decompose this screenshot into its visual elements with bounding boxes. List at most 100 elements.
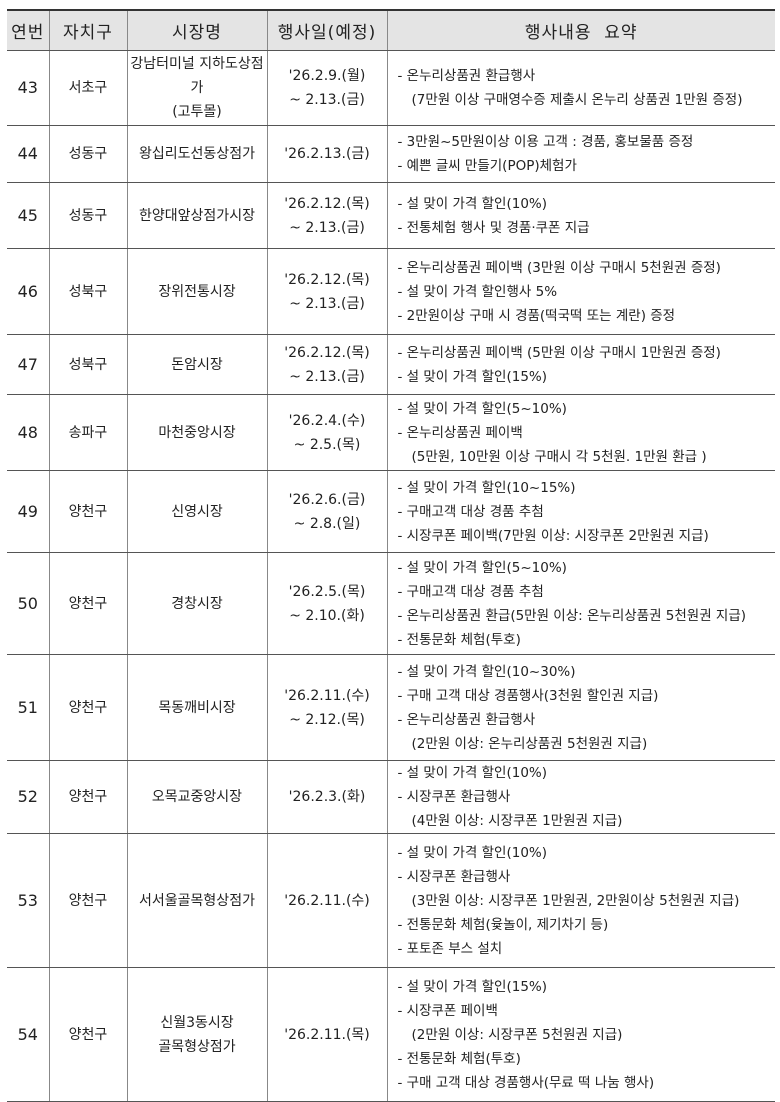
market-name-line: 강남터미널 지하도상점가 [130,56,264,96]
market-name-line: 신월3동시장 [160,1014,234,1031]
district-name: 성북구 [68,356,108,373]
summary-line: - 구매고객 대상 경품 추첨 [397,503,544,520]
event-date-line: '26.2.3.(화) [288,789,366,805]
market-name-line: 신영시장 [171,503,223,520]
cell-district: 성북구 [48,248,128,335]
summary-line: (2만원 이상: 온누리상품권 5천원권 지급) [411,735,648,752]
cell-district: 서초구 [48,50,128,126]
row-number: 53 [17,890,38,910]
cell-summary: - 설 맞이 가격 할인(5~10%) - 온누리상품권 페이백 (5만원, 10만… [386,394,775,471]
event-date-line: '26.2.4.(수) [288,412,366,429]
header-market: 시장명 [126,9,268,51]
summary-line: - 설 맞이 가격 할인(10%) [397,844,548,861]
cell-summary: - 온누리상품권 페이백 (5만원 이상 구매시 1만원권 증정) - 설 맞이 … [386,334,775,395]
header-row: 연번 자치구 시장명 행사일(예정) 행사내용 요약 [7,9,775,51]
market-name-line: (고투몰) [172,104,222,120]
summary-line: - 설 맞이 가격 할인(5~10%) [397,559,567,576]
summary-line: - 온누리상품권 페이백 (5만원 이상 구매시 1만원권 증정) [397,344,721,361]
row-number: 43 [17,78,38,97]
cell-district: 양천구 [48,967,128,1102]
event-date-line: ~ 2.10.(화) [289,607,365,624]
summary-line: (4만원 이상: 시장쿠폰 1만원권 지급) [411,813,623,829]
market-name-line: 오목교중앙시장 [151,789,243,805]
summary-line: - 설 맞이 가격 할인행사 5% [397,283,558,300]
cell-district: 양천구 [48,833,128,968]
event-date-line: '26.2.12.(목) [284,271,370,288]
cell-no: 53 [7,833,50,968]
row-number: 50 [17,593,38,613]
market-name-line: 경창시장 [171,595,223,612]
cell-summary: - 설 맞이 가격 할인(10~30%) - 구매 고객 대상 경품행사(3천원 … [386,654,775,761]
summary-line: - 설 맞이 가격 할인(10~30%) [397,663,576,680]
cell-market: 오목교중앙시장 [126,760,268,834]
summary-line: - 3만원~5만원이상 이용 고객 : 경품, 홍보물품 증정 [397,134,694,150]
cell-no: 52 [7,760,50,834]
market-name-line: 목동깨비시장 [158,699,236,716]
cell-district: 송파구 [48,394,128,471]
cell-summary: - 설 맞이 가격 할인(10%) - 시장쿠폰 환급행사 (3만원 이상: 시장쿠… [386,833,775,968]
market-name-line: 마천중앙시장 [158,424,236,441]
cell-summary: - 설 맞이 가격 할인(10~15%) - 구매고객 대상 경품 추첨 - 시장쿠… [386,470,775,553]
district-name: 성동구 [68,207,108,224]
header-no: 연번 [7,9,50,51]
summary-line: - 설 맞이 가격 할인(10%) [397,765,548,781]
district-name: 성동구 [68,146,108,162]
cell-market: 신월3동시장 골목형상점가 [126,967,268,1102]
cell-district: 양천구 [48,552,128,655]
summary-line: - 구매고객 대상 경품 추첨 [397,583,544,600]
row-number: 47 [17,354,38,374]
event-date-line: ~ 2.13.(금) [289,368,365,385]
cell-market: 경창시장 [126,552,268,655]
market-name-line: 장위전통시장 [158,283,236,300]
summary-line: - 설 맞이 가격 할인(15%) [397,368,548,385]
table-row: 47 성북구 돈암시장 '26.2.12.(목) ~ 2.13.(금) - 온누리상품권 … [7,334,775,395]
district-name: 양천구 [68,595,108,612]
summary-line: - 시장쿠폰 페이백(7만원 이상: 시장쿠폰 2만원권 지급) [397,527,709,544]
cell-date: '26.2.12.(목) ~ 2.13.(금) [266,334,388,395]
event-date-line: '26.2.12.(목) [284,344,370,361]
market-name-line: 한양대앞상점가시장 [139,207,255,224]
row-number: 51 [17,697,38,717]
cell-market: 한양대앞상점가시장 [126,182,268,249]
row-number: 49 [17,501,38,521]
cell-no: 45 [7,182,50,249]
cell-date: '26.2.11.(목) [266,967,388,1102]
cell-no: 46 [7,248,50,335]
summary-line: - 설 맞이 가격 할인(15%) [397,978,548,995]
event-date-line: ~ 2.12.(목) [289,711,365,728]
market-name-line: 돈암시장 [171,356,223,373]
cell-date: '26.2.4.(수) ~ 2.5.(목) [266,394,388,471]
cell-date: '26.2.3.(화) [266,760,388,834]
summary-line: (7만원 이상 구매영수증 제출시 온누리 상품권 1만원 증정) [411,92,743,108]
cell-market: 마천중앙시장 [126,394,268,471]
table-row: 43 서초구 강남터미널 지하도상점가 (고투몰) '26.2.9.(월) ~ 2.13.… [7,50,775,126]
table-row: 51 양천구 목동깨비시장 '26.2.11.(수) ~ 2.12.(목) - 설 맞이 … [7,654,775,761]
summary-line: - 전통체험 행사 및 경품·쿠폰 지급 [397,219,590,236]
summary-line: - 온누리상품권 환급(5만원 이상: 온누리상품권 5천원권 지급) [397,607,747,624]
summary-line: - 구매 고객 대상 경품행사(3천원 할인권 지급) [397,687,659,704]
event-date-line: ~ 2.13.(금) [289,92,365,108]
cell-no: 44 [7,125,50,183]
event-date-line: ~ 2.8.(일) [293,515,361,532]
event-date-line: '26.2.9.(월) [288,68,366,84]
table-row: 46 성북구 장위전통시장 '26.2.12.(목) ~ 2.13.(금) - 온누리상품… [7,248,775,335]
event-date-line: ~ 2.13.(금) [289,219,365,236]
summary-line: (2만원 이상: 시장쿠폰 5천원권 지급) [411,1026,623,1043]
header-summary: 행사내용 요약 [386,9,775,51]
summary-line: - 온누리상품권 페이백 (3만원 이상 구매시 5천원권 증정) [397,259,721,276]
summary-line: (5만원, 10만원 이상 구매시 각 5천원. 1만원 환급 ) [411,448,707,465]
cell-market: 서서울골목형상점가 [126,833,268,968]
summary-line: - 전통문화 체험(투호) [397,1050,521,1067]
cell-district: 성동구 [48,182,128,249]
cell-no: 51 [7,654,50,761]
summary-line: - 온누리상품권 환급행사 [397,711,536,728]
row-number: 52 [17,787,38,806]
events-table: 연번 자치구 시장명 행사일(예정) 행사내용 요약 43 서초구 강남터미널 지하… [7,9,775,1102]
table-row: 50 양천구 경창시장 '26.2.5.(목) ~ 2.10.(화) - 설 맞이 가격 … [7,552,775,655]
cell-market: 돈암시장 [126,334,268,395]
event-date-line: '26.2.13.(금) [284,146,370,162]
district-name: 양천구 [68,892,108,909]
event-date-line: ~ 2.13.(금) [289,295,365,312]
district-name: 양천구 [68,503,108,520]
cell-no: 54 [7,967,50,1102]
